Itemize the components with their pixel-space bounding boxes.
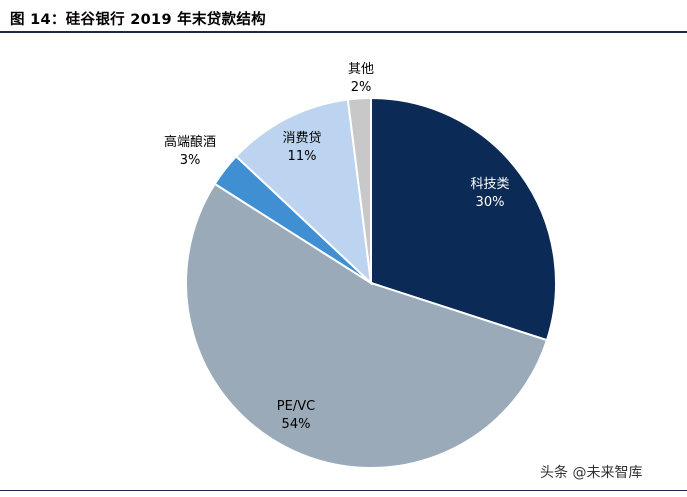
pie-labels: 科技类 30% PE/VC 54% 高端酿酒 3% 消费贷 11% 其他 2% (164, 62, 510, 432)
slice-label-3: 高端酿酒 (164, 134, 216, 150)
pie-slices (185, 96, 557, 469)
slice-pct-label-1: 30% (476, 195, 505, 210)
watermark: 头条 @未来智库 (540, 465, 643, 481)
slice-label-5: 其他 (348, 62, 374, 77)
bottom-divider (0, 490, 687, 491)
slice-pct-label-5: 2% (351, 80, 372, 95)
slice-label-2: PE/VC (277, 399, 315, 414)
pie-slice-1 (370, 96, 557, 342)
pie-slice-4 (234, 98, 373, 286)
slice-pct-label-4: 11% (288, 149, 317, 164)
pie-slice-5 (346, 96, 372, 284)
slice-label-4: 消费贷 (282, 131, 321, 146)
slice-label-1: 科技类 (470, 177, 509, 192)
figure-title: 图 14：硅谷银行 2019 年末贷款结构 (10, 12, 266, 28)
slice-pct-label-3: 3% (180, 153, 201, 168)
pie-slice-2 (185, 182, 549, 469)
slice-pct-label-2: 54% (282, 417, 311, 432)
top-divider (0, 31, 687, 33)
